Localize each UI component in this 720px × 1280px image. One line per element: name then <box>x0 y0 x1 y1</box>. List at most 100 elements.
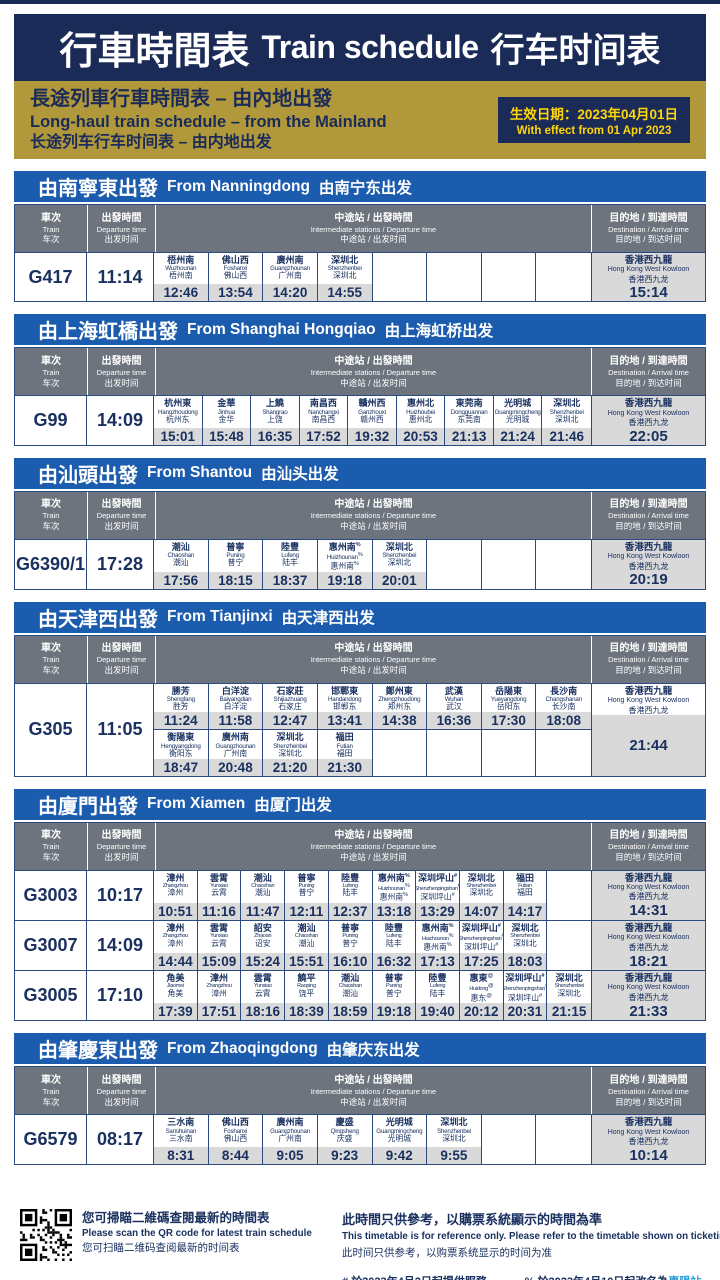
stop-departure-time: 19:40 <box>416 1003 459 1021</box>
empty-stop-cell <box>372 729 428 776</box>
stop-name-english: Lufeng <box>386 933 402 940</box>
footnote-marker: # <box>501 933 502 939</box>
arrival-time: 14:31 <box>629 902 668 920</box>
stop-name-english: Shenzhenbei <box>436 1127 471 1135</box>
stop-cell: 深圳坪山#Shenzhenpingshan#深圳坪山#13:29 <box>416 870 460 920</box>
table-body: G6579 08:17 三水南 Sanshuinan 三水南 8:31 佛山西 Foshanx… <box>15 1114 705 1164</box>
stop-departure-time: 16:35 <box>251 427 299 445</box>
stop-label: 深圳北 Shenzhenbei 深圳北 <box>318 253 372 284</box>
stop-name-simplified: 陆丰 <box>429 988 446 998</box>
stop-label: 東莞南 Dongguannan 东莞南 <box>445 396 493 427</box>
table-body: G3003 10:17 漳州 Zhangzhou 漳州 10:51 雲霄 Yunxiao 云霄 1… <box>15 869 705 1021</box>
reference-traditional: 此時間只供參考，以購票系統顯示的時間為準 <box>342 1211 603 1227</box>
destination-label: 香港西九龍 Hong Kong West Kowloon 香港西九龙 <box>592 871 705 902</box>
page-title: 行車時間表 Train schedule 行车时间表 <box>14 14 706 81</box>
column-header-simplified: 中途站 / 出发时间 <box>340 852 407 863</box>
column-header-traditional: 目的地 / 到達時間 <box>609 355 688 367</box>
stop-name-simplified: 深圳北 <box>513 938 537 948</box>
stop-name-english: Huizhounan% <box>326 552 363 562</box>
stop-name-traditional: 梧州南 <box>167 255 195 265</box>
schedule-sections: 由南寧東出發 From Nanningdong 由南宁东出发 車次 Train 车次 出發時… <box>14 171 706 1165</box>
column-header-simplified: 出发时间 <box>104 521 139 532</box>
stop-name-traditional: 深圳北 <box>440 1117 468 1128</box>
section-header-nanningdong: 由南寧東出發 From Nanningdong 由南宁东出发 <box>14 171 706 202</box>
section-header-tianjinxi: 由天津西出發 From Tianjinxi 由天津西出发 <box>14 601 706 633</box>
stop-departure-time: 17:39 <box>154 1003 197 1021</box>
stop-name-simplified: 潮汕 <box>173 558 189 568</box>
stop-cell: 惠州北 Huizhoubei 惠州北 20:53 <box>396 396 446 445</box>
stop-cell: 角美 Jiaomei 角美 17:39 <box>154 971 198 1021</box>
stop-label: 廣州南 Guangzhounan 广州南 <box>263 1115 317 1146</box>
intermediate-stops: 漳州 Zhangzhou 漳州 14:44 雲霄 Yunxiao 云霄 15:09 詔安 Zhao… <box>154 920 592 971</box>
stop-name-english: Huizhounan% <box>378 883 410 892</box>
stop-label <box>427 730 481 758</box>
stop-name-english: Wuhan <box>444 696 464 704</box>
empty-time-slot <box>482 1147 536 1164</box>
stop-name-simplified: 潮汕 <box>342 988 358 998</box>
stop-name-traditional: 深圳北 <box>467 872 495 883</box>
stop-departure-time: 10:51 <box>154 902 197 920</box>
qr-block: 您可掃瞄二維碼查閱最新的時間表 Please scan the QR code … <box>20 1208 332 1261</box>
stop-name-traditional: 上饒 <box>265 398 284 409</box>
train-column-header: 車次 Train 车次 <box>15 822 87 870</box>
stop-departure-time: 17:52 <box>299 427 348 445</box>
train-column-header: 車次 Train 车次 <box>15 348 87 396</box>
stop-name-traditional: 深圳北 <box>555 973 583 984</box>
stop-name-traditional: 衡陽東 <box>167 732 195 743</box>
section-title-traditional: 由廈門出發 <box>38 795 138 818</box>
stop-name-english: Jinhua <box>217 408 235 416</box>
destination-column-header: 目的地 / 到達時間 Destination / Arrival time 目的地 … <box>592 822 705 870</box>
stop-cell: 深圳北 Shenzhenbei 深圳北 21:15 <box>547 971 591 1021</box>
page-top-border <box>0 0 720 4</box>
empty-stop-cell <box>536 540 591 589</box>
title-english: Train schedule <box>261 29 479 65</box>
stop-name-english: Puning <box>298 883 315 890</box>
column-header-english: Departure time <box>96 842 147 852</box>
stop-name-english: Shenzhenbei <box>273 742 308 750</box>
stop-label <box>536 540 591 572</box>
stop-row: 潮汕 Chaoshan 潮汕 17:56 普寧 Puning 普宁 18:15 陸豐 Lufeng… <box>154 539 591 589</box>
stop-name-simplified: 漳州 <box>211 988 227 998</box>
stop-name-traditional: 漳州 <box>166 872 185 883</box>
section-title-simplified: 由天津西出发 <box>281 610 375 628</box>
stop-label <box>547 871 591 903</box>
stop-name-simplified: 福田 <box>517 888 533 898</box>
destination-column-header: 目的地 / 到達時間 Destination / Arrival time 目的地 … <box>592 635 705 683</box>
column-header-traditional: 車次 <box>41 830 61 842</box>
stop-cell: 漳州 Zhangzhou 漳州 14:44 <box>154 920 198 971</box>
column-header-english: Train <box>42 1086 60 1096</box>
empty-time-slot <box>536 759 591 776</box>
stop-departure-time: 18:08 <box>536 712 591 730</box>
stop-name-english: Shenzhenbei <box>554 983 584 990</box>
intermediate-column-header: 中途站 / 出發時間 Intermediate stations / Depart… <box>156 205 591 252</box>
stop-name-traditional: 漳州 <box>166 922 185 933</box>
stop-departure-time: 12:46 <box>154 284 208 302</box>
stop-name-simplified: 普宁 <box>386 988 402 998</box>
stop-label: 衡陽東 Hengyangdong 衡阳东 <box>154 730 208 758</box>
stop-name-simplified: 东莞南 <box>457 414 481 424</box>
stop-cell: 佛山西 Foshanxi 佛山西 8:44 <box>208 1115 264 1164</box>
stop-name-traditional: 普寧 <box>341 922 360 933</box>
stop-label: 惠東@ Huidong@ 惠东@ <box>460 971 503 1003</box>
stop-label: 角美 Jiaomei 角美 <box>154 971 197 1003</box>
stop-cell: 慶盛 Qingsheng 庆盛 9:23 <box>317 1115 373 1164</box>
empty-time-slot <box>427 284 481 301</box>
column-header-english: Destination / Arrival time <box>608 842 689 852</box>
stop-cell: 贛州西 Ganzhouxi 赣州西 19:32 <box>348 396 397 445</box>
stop-label <box>482 730 536 758</box>
stop-departure-time: 18:37 <box>263 571 317 589</box>
stop-departure-time: 20:48 <box>208 758 263 776</box>
stop-cell: 深圳坪山#Shenzhenpingshan#深圳坪山#17:25 <box>459 920 504 971</box>
destination-label: 香港西九龍 Hong Kong West Kowloon 香港西九龙 <box>592 253 705 284</box>
empty-stop-cell <box>427 253 482 302</box>
empty-time-slot <box>547 953 591 970</box>
stop-name-simplified: 普宁 <box>342 938 358 948</box>
stop-label: 佛山西 Foshanxi 佛山西 <box>209 253 263 284</box>
section-title-simplified: 由南宁东出发 <box>318 179 412 197</box>
intermediate-stops: 角美 Jiaomei 角美 17:39 漳州 Zhangzhou 漳州 17:51 雲霄 Yunx… <box>154 971 592 1021</box>
stop-name-traditional: 東莞南 <box>455 398 483 409</box>
intermediate-column-header: 中途站 / 出發時間 Intermediate stations / Depart… <box>156 1067 591 1115</box>
stop-cell: 惠州南% Huizhounan% 惠州南% 13:18 <box>372 870 417 920</box>
stop-name-english: Puning <box>342 933 358 940</box>
stop-name-simplified: 佛山西 <box>223 1133 248 1143</box>
